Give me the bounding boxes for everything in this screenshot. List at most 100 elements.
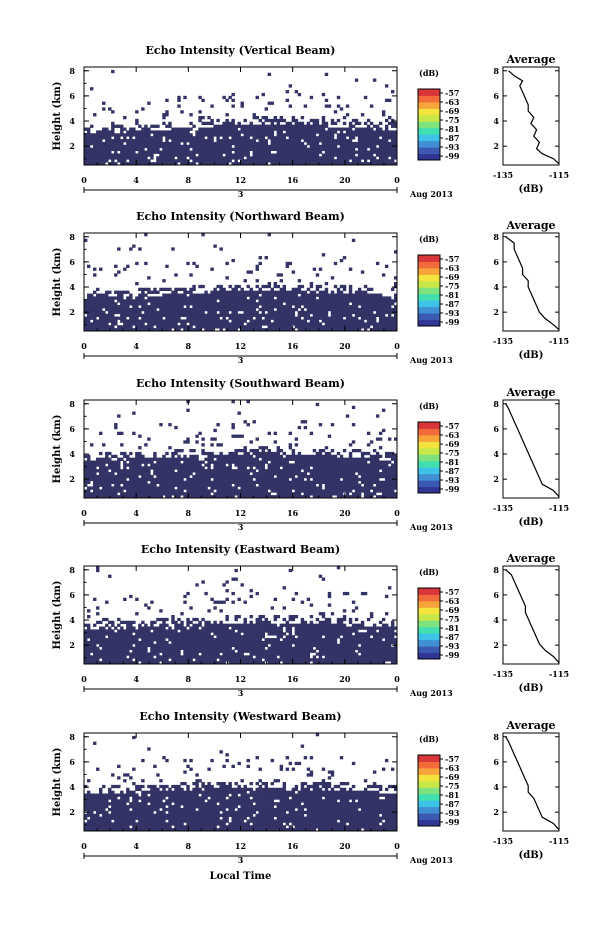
echo-cell xyxy=(393,139,398,143)
echo-cell xyxy=(252,147,256,151)
echo-cell xyxy=(117,623,121,627)
echo-cell xyxy=(336,299,341,303)
echo-cell xyxy=(141,319,145,323)
echo-cell xyxy=(174,480,178,484)
echo-cell xyxy=(108,310,112,315)
echo-cell xyxy=(294,147,299,151)
echo-cell xyxy=(201,472,205,476)
echo-cell xyxy=(249,296,253,300)
echo-cell xyxy=(105,474,109,479)
echo-cell xyxy=(303,483,308,487)
echo-cell xyxy=(273,440,278,444)
echo-cell xyxy=(285,477,290,482)
echo-cell xyxy=(345,483,350,487)
echo-cell xyxy=(381,136,386,140)
echo-cell xyxy=(258,466,262,470)
echo-cell xyxy=(381,153,386,157)
echo-cell xyxy=(159,296,163,300)
echo-cell xyxy=(222,307,226,312)
echo-cell xyxy=(258,469,262,473)
echo-cell xyxy=(210,451,214,456)
echo-cell xyxy=(297,284,302,289)
echo-cell xyxy=(348,133,353,137)
echo-cell xyxy=(378,431,383,435)
echo-cell xyxy=(264,451,268,456)
echo-cell xyxy=(327,316,332,320)
echo-cell xyxy=(195,159,199,163)
echo-cell xyxy=(309,139,314,143)
echo-cell xyxy=(366,139,371,143)
echo-cell xyxy=(315,299,320,303)
echo-cell xyxy=(171,492,175,496)
echo-cell xyxy=(276,139,281,143)
echo-cell xyxy=(267,310,271,315)
echo-cell xyxy=(252,449,256,453)
echo-cell xyxy=(87,147,91,151)
echo-cell xyxy=(129,296,133,300)
echo-cell xyxy=(153,133,157,137)
echo-cell xyxy=(327,483,332,487)
echo-cell xyxy=(303,460,308,464)
echo-cell xyxy=(123,307,127,312)
echo-cell xyxy=(285,296,290,300)
echo-cell xyxy=(240,328,244,332)
echo-cell xyxy=(339,133,344,137)
echo-cell xyxy=(303,425,308,430)
echo-cell xyxy=(255,451,259,456)
echo-cell xyxy=(120,640,124,645)
echo-cell xyxy=(393,136,398,140)
echo-cell xyxy=(219,492,223,496)
echo-cell xyxy=(336,486,341,490)
echo-cell xyxy=(309,305,314,309)
echo-cell xyxy=(213,293,217,297)
echo-cell xyxy=(288,156,293,160)
echo-cell xyxy=(210,310,214,315)
echo-cell xyxy=(114,492,118,496)
echo-cell xyxy=(93,162,97,166)
echo-cell xyxy=(327,139,332,143)
echo-cell xyxy=(285,489,290,493)
colorbar-swatch xyxy=(418,319,440,327)
echo-cell xyxy=(102,489,106,493)
echo-cell xyxy=(273,489,278,493)
echo-cell xyxy=(300,310,305,315)
echo-cell xyxy=(105,466,109,470)
echo-cell xyxy=(138,313,142,317)
echo-cell xyxy=(390,474,395,479)
echo-cell xyxy=(261,144,265,149)
echo-cell xyxy=(270,144,275,149)
echo-cell xyxy=(222,466,226,470)
echo-cell xyxy=(327,144,332,149)
x-tick-label: 0 xyxy=(394,175,400,185)
echo-cell xyxy=(180,139,184,143)
echo-cell xyxy=(231,287,235,292)
echo-cell xyxy=(228,313,232,317)
echo-cell xyxy=(348,156,353,160)
echo-cell xyxy=(345,139,350,143)
echo-cell xyxy=(315,489,320,493)
echo-cell xyxy=(363,150,368,154)
echo-cell xyxy=(93,658,97,662)
echo-cell xyxy=(372,463,377,467)
echo-cell xyxy=(372,469,377,473)
echo-cell xyxy=(258,322,262,326)
echo-cell xyxy=(207,153,211,157)
echo-cell xyxy=(279,472,284,476)
echo-cell xyxy=(153,457,157,461)
echo-cell xyxy=(276,486,281,490)
echo-cell xyxy=(354,307,359,312)
echo-cell xyxy=(180,474,184,479)
avg-y-tick-label: 2 xyxy=(493,474,499,484)
echo-cell xyxy=(327,162,332,166)
colorbar-swatch xyxy=(418,313,440,321)
echo-cell xyxy=(93,273,97,277)
echo-cell xyxy=(276,159,281,163)
echo-cell xyxy=(168,328,172,332)
echo-cell xyxy=(333,130,338,134)
echo-cell xyxy=(228,486,232,490)
echo-cell xyxy=(144,124,148,128)
echo-cell xyxy=(99,483,103,487)
echo-cell xyxy=(132,141,136,146)
echo-cell xyxy=(93,144,97,149)
echo-cell xyxy=(258,159,262,163)
